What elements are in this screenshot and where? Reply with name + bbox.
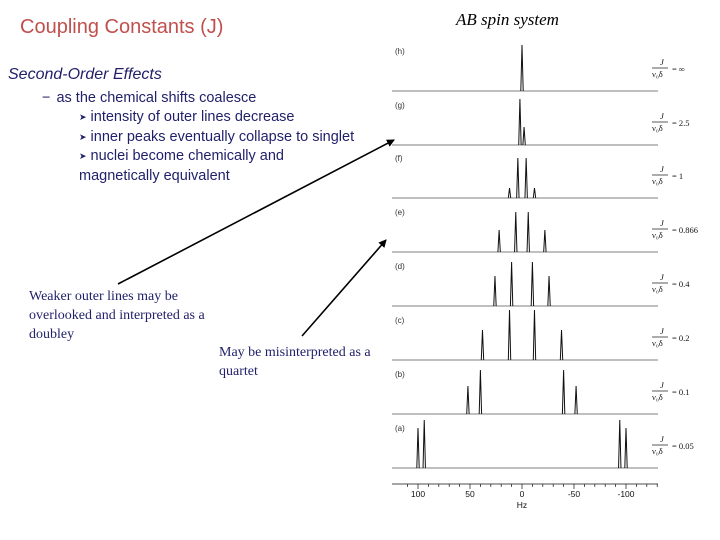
spectral-peak <box>422 419 426 469</box>
ratio-value: = 0.1 <box>672 387 690 397</box>
trace-label: (e) <box>395 208 405 217</box>
sub-bullet-text: intensity of outer lines decrease <box>90 109 295 125</box>
ratio-value: = ∞ <box>672 64 685 74</box>
trace-label: (b) <box>395 370 405 379</box>
spectral-peak <box>516 157 520 199</box>
spectral-peak <box>524 157 528 199</box>
trace-label: (f) <box>395 154 403 163</box>
trace-label: (d) <box>395 262 405 271</box>
trace-label: (c) <box>395 316 405 325</box>
spectral-peak <box>543 229 547 253</box>
spectral-peak <box>522 126 526 146</box>
ratio-numerator: J <box>660 164 665 174</box>
sub-bullet-list: ➤ intensity of outer lines decrease ➤ inne… <box>79 108 359 186</box>
spectral-peak <box>526 211 530 253</box>
trace-label: (h) <box>395 47 405 56</box>
slide-title: Coupling Constants (J) <box>20 16 224 38</box>
spectral-peak <box>518 98 522 146</box>
ratio-numerator: J <box>660 218 665 228</box>
spectral-peak <box>509 261 514 307</box>
ratio-numerator: J <box>660 57 665 67</box>
arrowhead-bullet-icon: ➤ <box>79 151 87 161</box>
spectral-peak <box>493 275 497 307</box>
ratio-numerator: J <box>660 111 665 121</box>
spectral-peak <box>561 369 566 415</box>
ratio-value: = 0.05 <box>672 441 694 451</box>
trace-label: (a) <box>395 424 405 433</box>
ratio-denominator: ν₀δ <box>652 230 663 240</box>
ratio-numerator: J <box>660 434 665 444</box>
ratio-value: = 1 <box>672 171 683 181</box>
spectral-peak <box>574 385 578 415</box>
axis-tick-label: 100 <box>411 489 425 499</box>
axis-unit-label: Hz <box>517 500 527 510</box>
ratio-denominator: ν₀δ <box>652 338 663 348</box>
annotation-quartet-note: May be misinterpreted as a quartet <box>219 345 371 379</box>
spectral-peak <box>416 427 420 469</box>
ratio-numerator: J <box>660 380 665 390</box>
spectral-peak <box>559 329 564 361</box>
main-point-text: as the chemical shifts coalesce <box>56 90 257 106</box>
subheading: Second-Order Effects <box>8 66 162 83</box>
ratio-denominator: ν₀δ <box>652 392 663 402</box>
spectral-peak <box>478 369 483 415</box>
spectral-peak <box>514 211 518 253</box>
ratio-denominator: ν₀δ <box>652 284 663 294</box>
axis-tick-label: 50 <box>465 489 475 499</box>
dash-bullet-icon: − <box>42 90 51 106</box>
ratio-numerator: J <box>660 326 665 336</box>
spectral-peak <box>618 419 622 469</box>
spectral-peak <box>480 329 485 361</box>
ratio-denominator: ν₀δ <box>652 176 663 186</box>
spectral-peak <box>547 275 551 307</box>
axis-tick-label: -100 <box>617 489 634 499</box>
trace-label: (g) <box>395 101 405 110</box>
spectral-peak <box>507 309 512 361</box>
ratio-denominator: ν₀δ <box>652 123 663 133</box>
spectrum-title: AB spin system <box>456 10 559 29</box>
sub-bullet-text: inner peaks eventually collapse to singl… <box>90 128 355 145</box>
spectral-peak <box>532 187 537 199</box>
ratio-value: = 2.5 <box>672 118 690 128</box>
arrow-to-trace-e <box>301 239 387 337</box>
sub-bullet-item: ➤ inner peaks eventually collapse to sing… <box>79 128 359 148</box>
axis-tick-label: 0 <box>520 489 525 499</box>
ratio-denominator: ν₀δ <box>652 446 663 456</box>
arrowhead-bullet-icon: ➤ <box>79 112 87 122</box>
spectral-peak <box>466 385 470 415</box>
spectral-peak <box>497 229 501 253</box>
ratio-denominator: ν₀δ <box>652 69 663 79</box>
spectral-peak <box>507 187 512 199</box>
ratio-value: = 0.4 <box>672 279 690 289</box>
main-point: − as the chemical shifts coalesce <box>42 90 256 106</box>
ratio-value: = 0.2 <box>672 333 690 343</box>
axis-tick-label: -50 <box>568 489 581 499</box>
ratio-value: = 0.866 <box>672 225 698 235</box>
spectral-peak <box>532 309 537 361</box>
annotation-doublet-note: Weaker outer lines may be overlooked and… <box>29 289 205 342</box>
sub-bullet-item: ➤ intensity of outer lines decrease <box>79 108 359 128</box>
sub-bullet-text: nuclei become chemically and magneticall… <box>79 148 284 184</box>
spectral-peak <box>530 261 535 307</box>
spectral-peak <box>520 44 524 92</box>
ratio-numerator: J <box>660 272 665 282</box>
sub-bullet-item: ➤ nuclei become chemically and magnetical… <box>79 147 359 186</box>
arrowhead-bullet-icon: ➤ <box>79 131 87 142</box>
spectral-peak <box>624 427 628 469</box>
